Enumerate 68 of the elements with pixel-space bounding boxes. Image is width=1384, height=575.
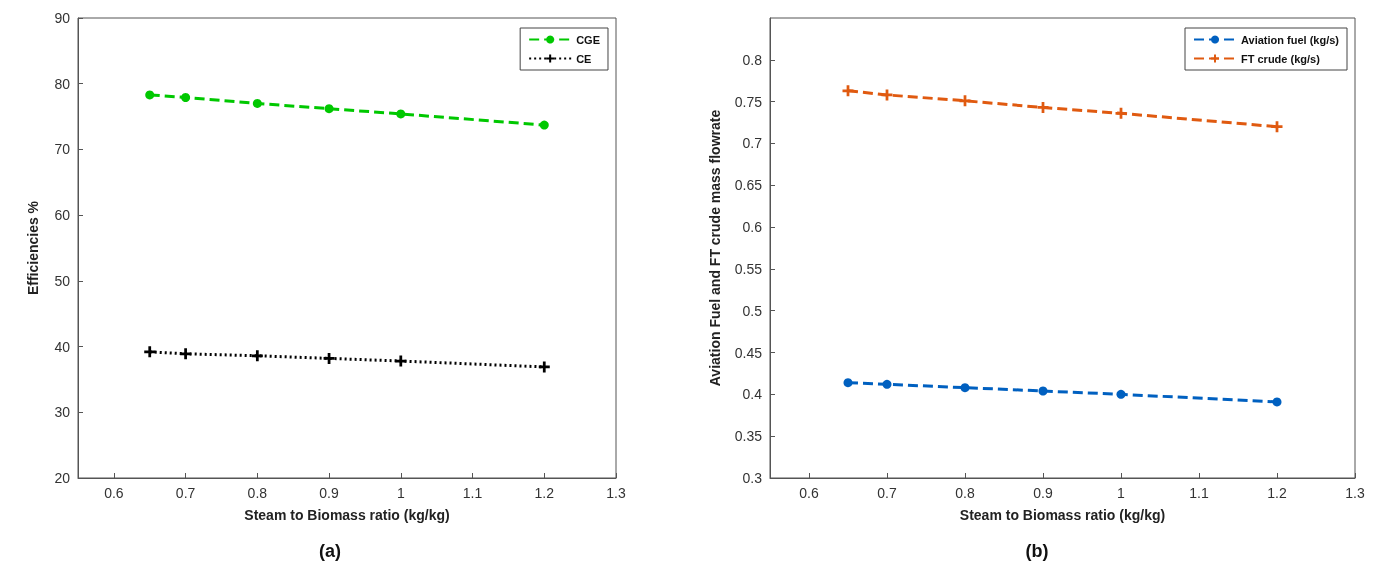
y-tick-label: 0.5 (742, 302, 763, 319)
point (882, 379, 892, 389)
x-tick-label: 1.3 (1345, 485, 1365, 501)
point (1116, 389, 1126, 399)
point (252, 98, 262, 108)
x-tick-label: 0.9 (1033, 485, 1053, 501)
y-tick-label: 90 (54, 10, 71, 26)
legend-label: CGE (576, 33, 601, 46)
y-tick-label: 40 (54, 338, 71, 355)
y-tick-label: 0.6 (742, 219, 763, 236)
y-axis-title: Aviation Fuel and FT crude mass flowrate (707, 109, 723, 387)
x-tick-label: 1.1 (462, 485, 483, 501)
x-tick-label: 0.6 (799, 485, 819, 501)
point (181, 93, 191, 103)
point (180, 348, 192, 360)
point (323, 352, 335, 364)
y-tick-label: 0.7 (742, 135, 763, 152)
y-tick-label: 0.4 (742, 386, 763, 403)
point (843, 378, 853, 388)
y-tick-label: 0.65 (734, 177, 763, 194)
legend-label: FT crude (kg/s) (1241, 52, 1321, 65)
x-tick-label: 1.2 (534, 485, 555, 501)
point (1272, 397, 1282, 407)
x-tick-label: 1.1 (1189, 485, 1209, 501)
x-tick-label: 0.9 (319, 485, 340, 501)
point (1271, 121, 1283, 133)
x-tick-label: 1 (1117, 485, 1126, 501)
x-tick-label: 1 (396, 485, 405, 501)
legend-label: Aviation fuel (kg/s) (1241, 33, 1340, 46)
text: (a) (319, 541, 341, 561)
x-tick-label: 0.7 (175, 485, 196, 501)
x-tick-label: 0.8 (247, 485, 268, 501)
point (324, 104, 334, 114)
text: (b) (1025, 541, 1049, 561)
y-tick-label: 30 (54, 404, 71, 421)
y-axis-title: Efficiencies % (25, 200, 41, 296)
x-tick-label: 1.3 (606, 485, 626, 501)
point (842, 85, 854, 97)
y-tick-label: 80 (54, 75, 71, 92)
point (959, 95, 971, 107)
y-tick-label: 0.55 (734, 260, 763, 277)
point (960, 383, 970, 393)
y-tick-label: 0.35 (734, 428, 763, 445)
legend-label: CE (576, 52, 592, 65)
x-tick-label: 1.2 (1267, 485, 1287, 501)
point (1115, 107, 1127, 119)
y-tick-label: 60 (54, 207, 71, 224)
y-tick-label: 0.8 (742, 51, 763, 68)
point (395, 355, 407, 367)
x-tick-label: 0.8 (955, 485, 975, 501)
y-tick-label: 0.75 (734, 93, 763, 110)
y-tick-label: 0.3 (742, 470, 763, 486)
y-tick-label: 70 (54, 141, 71, 158)
point (538, 361, 550, 373)
y-tick-label: 0.45 (734, 344, 763, 361)
x-tick-label: 0.6 (104, 485, 124, 501)
point (145, 90, 155, 100)
x-axis-title: Steam to Biomass ratio (kg/kg) (244, 507, 450, 523)
point (539, 120, 549, 130)
point (1037, 101, 1049, 113)
point (1038, 386, 1048, 396)
x-tick-label: 0.7 (877, 485, 897, 501)
point (396, 109, 406, 119)
point (144, 346, 156, 358)
y-tick-label: 20 (54, 470, 71, 486)
y-tick-label: 50 (54, 272, 71, 289)
x-axis-title: Steam to Biomass ratio (kg/kg) (959, 507, 1166, 523)
point (251, 350, 263, 362)
